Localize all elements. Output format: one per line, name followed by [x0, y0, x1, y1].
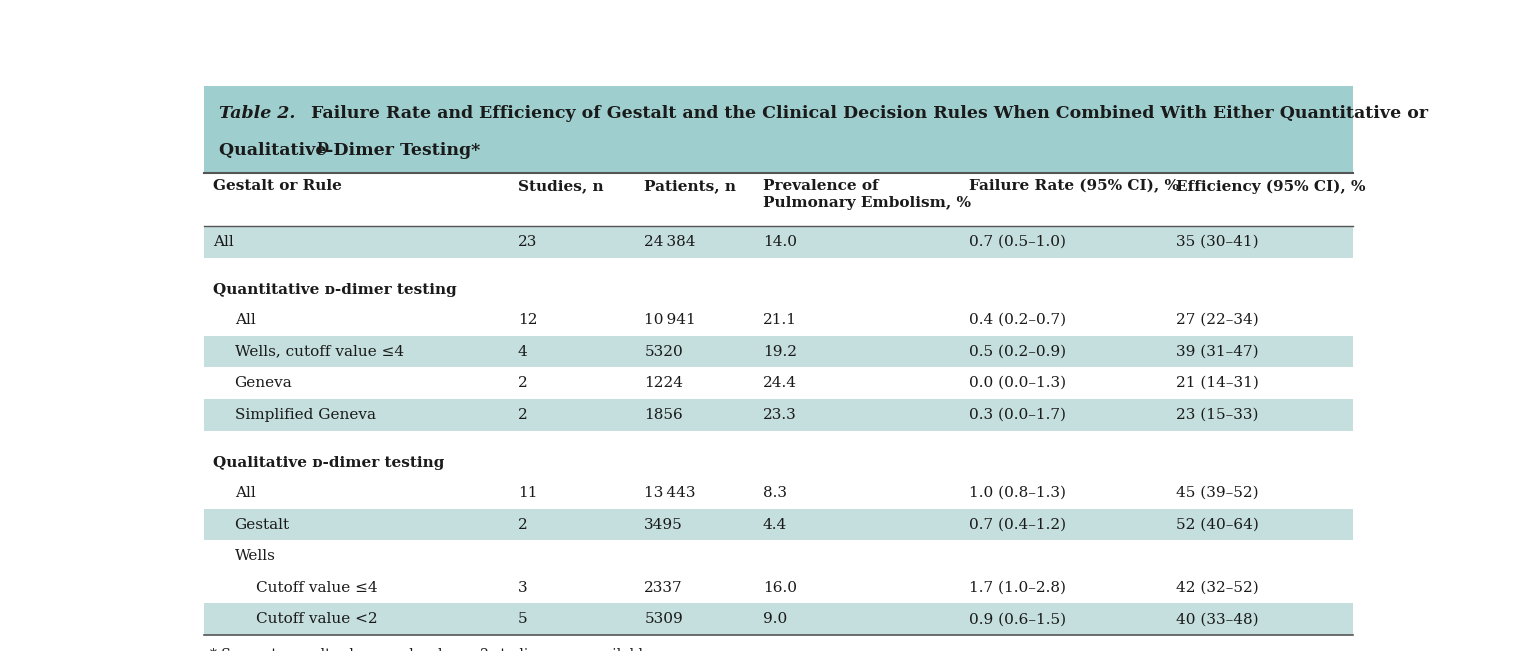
Bar [204, 508, 1353, 540]
Bar [204, 367, 1353, 399]
Text: Qualitative ᴅ-dimer testing: Qualitative ᴅ-dimer testing [213, 456, 445, 470]
Bar [204, 258, 1353, 277]
Text: 1224: 1224 [644, 376, 684, 390]
Text: Patients, n: Patients, n [644, 180, 737, 193]
Bar [204, 540, 1353, 572]
Text: 24 384: 24 384 [644, 235, 696, 249]
Text: 16.0: 16.0 [763, 581, 796, 594]
Text: 1.0 (0.8–1.3): 1.0 (0.8–1.3) [969, 486, 1066, 500]
Text: 2337: 2337 [644, 581, 684, 594]
Text: 4: 4 [518, 344, 527, 359]
Text: 23 (15–33): 23 (15–33) [1176, 408, 1259, 422]
Text: 27 (22–34): 27 (22–34) [1176, 313, 1259, 327]
Text: 23.3: 23.3 [763, 408, 796, 422]
Text: -Dimer Testing*: -Dimer Testing* [327, 143, 480, 159]
Text: 19.2: 19.2 [763, 344, 796, 359]
Text: 14.0: 14.0 [763, 235, 796, 249]
Text: 35 (30–41): 35 (30–41) [1176, 235, 1259, 249]
Bar [204, 399, 1353, 430]
Text: Gestalt or Rule: Gestalt or Rule [213, 180, 342, 193]
Text: All: All [234, 313, 255, 327]
Text: 0.3 (0.0–1.7): 0.3 (0.0–1.7) [969, 408, 1066, 422]
Text: 0.0 (0.0–1.3): 0.0 (0.0–1.3) [969, 376, 1066, 390]
Text: Cutoff value <2: Cutoff value <2 [255, 612, 377, 626]
Text: 52 (40–64): 52 (40–64) [1176, 518, 1259, 531]
Text: Studies, n: Studies, n [518, 180, 603, 193]
Text: Efficiency (95% CI), %: Efficiency (95% CI), % [1176, 180, 1366, 194]
Text: 5: 5 [518, 612, 527, 626]
Text: Geneva: Geneva [234, 376, 292, 390]
Text: Gestalt: Gestalt [234, 518, 290, 531]
Text: 4.4: 4.4 [763, 518, 787, 531]
Text: 10 941: 10 941 [644, 313, 696, 327]
Text: 2: 2 [518, 518, 527, 531]
Text: All: All [213, 235, 234, 249]
Bar [204, 430, 1353, 450]
Bar [204, 603, 1353, 635]
Text: 2: 2 [518, 376, 527, 390]
Text: 0.7 (0.4–1.2): 0.7 (0.4–1.2) [969, 518, 1066, 531]
Text: Failure Rate and Efficiency of Gestalt and the Clinical Decision Rules When Comb: Failure Rate and Efficiency of Gestalt a… [299, 105, 1428, 122]
Text: 1.7 (1.0–2.8): 1.7 (1.0–2.8) [969, 581, 1066, 594]
Text: All: All [234, 486, 255, 500]
Text: 45 (39–52): 45 (39–52) [1176, 486, 1259, 500]
Text: Failure Rate (95% CI), %: Failure Rate (95% CI), % [969, 180, 1179, 193]
Text: 21 (14–31): 21 (14–31) [1176, 376, 1259, 390]
Text: 42 (32–52): 42 (32–52) [1176, 581, 1259, 594]
Text: Table 2.: Table 2. [219, 105, 296, 122]
Bar [204, 304, 1353, 336]
Text: 0.4 (0.2–0.7): 0.4 (0.2–0.7) [969, 313, 1066, 327]
Text: Quantitative ᴅ-dimer testing: Quantitative ᴅ-dimer testing [213, 283, 457, 298]
Text: Wells: Wells [234, 549, 275, 563]
Text: D: D [316, 143, 328, 156]
Text: 1856: 1856 [644, 408, 684, 422]
Text: 3: 3 [518, 581, 527, 594]
Text: 5309: 5309 [644, 612, 684, 626]
Bar [204, 226, 1353, 258]
Text: Cutoff value ≤4: Cutoff value ≤4 [255, 581, 377, 594]
Text: Prevalence of
Pulmonary Embolism, %: Prevalence of Pulmonary Embolism, % [763, 180, 971, 210]
Text: * Separate results shown only when ≥2 studies were available.: * Separate results shown only when ≥2 st… [210, 648, 655, 651]
Text: 3495: 3495 [644, 518, 684, 531]
Text: 5320: 5320 [644, 344, 684, 359]
Text: 8.3: 8.3 [763, 486, 787, 500]
Text: 2: 2 [518, 408, 527, 422]
Text: 12: 12 [518, 313, 538, 327]
Text: 9.0: 9.0 [763, 612, 787, 626]
Bar [204, 336, 1353, 367]
Bar [204, 572, 1353, 603]
Text: 39 (31–47): 39 (31–47) [1176, 344, 1259, 359]
Text: 24.4: 24.4 [763, 376, 796, 390]
Text: 0.9 (0.6–1.5): 0.9 (0.6–1.5) [969, 612, 1066, 626]
Text: Wells, cutoff value ≤4: Wells, cutoff value ≤4 [234, 344, 404, 359]
Bar [204, 86, 1353, 173]
Text: 11: 11 [518, 486, 538, 500]
Text: 40 (33–48): 40 (33–48) [1176, 612, 1259, 626]
Bar [204, 477, 1353, 508]
Text: 21.1: 21.1 [763, 313, 796, 327]
Text: 13 443: 13 443 [644, 486, 696, 500]
Bar [204, 450, 1353, 477]
Bar [204, 173, 1353, 226]
Text: Simplified Geneva: Simplified Geneva [234, 408, 375, 422]
Text: Qualitative: Qualitative [219, 143, 333, 159]
Text: 0.7 (0.5–1.0): 0.7 (0.5–1.0) [969, 235, 1066, 249]
Text: 23: 23 [518, 235, 538, 249]
Text: 0.5 (0.2–0.9): 0.5 (0.2–0.9) [969, 344, 1066, 359]
Bar [204, 277, 1353, 304]
